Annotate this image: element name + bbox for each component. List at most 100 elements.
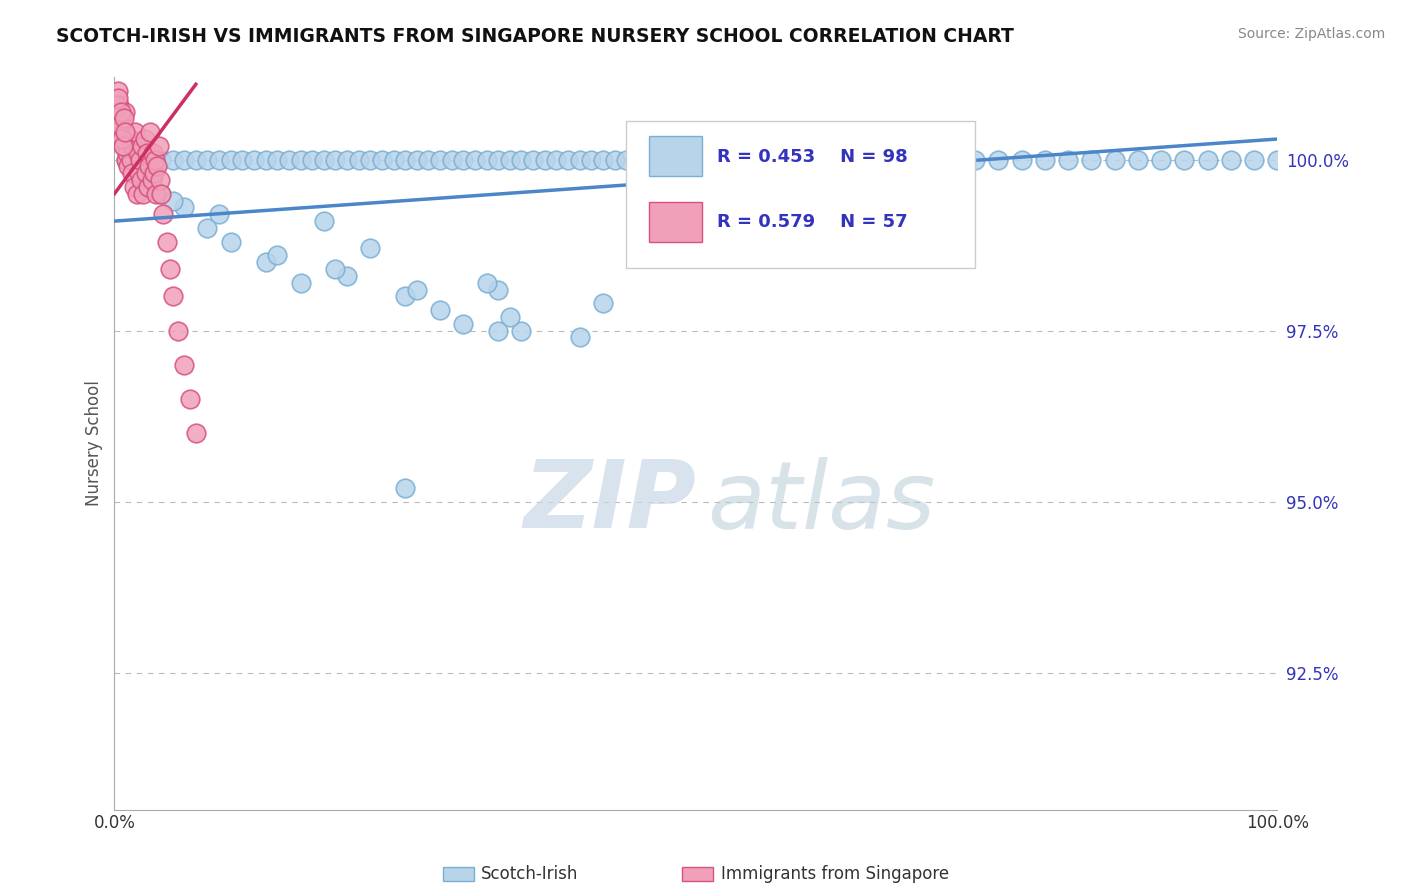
Y-axis label: Nursery School: Nursery School bbox=[86, 381, 103, 507]
Point bbox=[208, 207, 231, 221]
Point bbox=[359, 153, 381, 167]
Point bbox=[118, 132, 141, 146]
Text: R = 0.579    N = 57: R = 0.579 N = 57 bbox=[717, 213, 907, 231]
Point bbox=[453, 153, 475, 167]
Point bbox=[243, 153, 266, 167]
Point bbox=[108, 119, 131, 133]
Point bbox=[277, 153, 299, 167]
Point bbox=[1126, 153, 1149, 167]
Point bbox=[557, 153, 579, 167]
Point bbox=[136, 180, 159, 194]
Point bbox=[131, 139, 153, 153]
Point bbox=[475, 276, 498, 290]
Point bbox=[127, 153, 149, 167]
Point bbox=[533, 153, 555, 167]
Point bbox=[581, 153, 603, 167]
Point bbox=[114, 104, 136, 119]
Point bbox=[453, 317, 475, 331]
Point bbox=[159, 262, 181, 277]
Point bbox=[731, 153, 754, 167]
Point bbox=[111, 132, 134, 146]
Point bbox=[347, 153, 370, 167]
Point bbox=[129, 173, 152, 187]
Point bbox=[179, 392, 201, 406]
Point bbox=[1173, 153, 1195, 167]
Point bbox=[141, 173, 163, 187]
Point bbox=[266, 248, 288, 262]
Point bbox=[121, 166, 143, 180]
Point bbox=[1220, 153, 1243, 167]
Point bbox=[917, 153, 939, 167]
Point bbox=[122, 180, 145, 194]
Point bbox=[499, 310, 522, 324]
Point bbox=[627, 153, 650, 167]
Point bbox=[987, 153, 1010, 167]
Point bbox=[173, 358, 195, 372]
Point bbox=[661, 153, 683, 167]
Point bbox=[254, 255, 277, 269]
Point bbox=[105, 125, 128, 139]
Point bbox=[592, 296, 614, 310]
Point bbox=[290, 153, 312, 167]
Bar bbox=[650, 136, 702, 177]
Text: SCOTCH-IRISH VS IMMIGRANTS FROM SINGAPORE NURSERY SCHOOL CORRELATION CHART: SCOTCH-IRISH VS IMMIGRANTS FROM SINGAPOR… bbox=[56, 27, 1014, 45]
Point bbox=[312, 153, 335, 167]
Point bbox=[105, 112, 128, 126]
Point bbox=[152, 207, 174, 221]
Point bbox=[1104, 153, 1126, 167]
Point bbox=[111, 125, 134, 139]
Point bbox=[848, 153, 870, 167]
Point bbox=[122, 139, 145, 153]
Point bbox=[124, 125, 146, 139]
Point bbox=[115, 145, 138, 160]
Point bbox=[167, 324, 190, 338]
Text: Source: ZipAtlas.com: Source: ZipAtlas.com bbox=[1237, 27, 1385, 41]
Point bbox=[405, 153, 427, 167]
Point bbox=[115, 153, 138, 167]
Point bbox=[219, 235, 242, 249]
Point bbox=[142, 145, 165, 160]
Point bbox=[894, 153, 917, 167]
Point bbox=[325, 153, 347, 167]
Point bbox=[312, 214, 335, 228]
Point bbox=[142, 166, 165, 180]
Point bbox=[149, 186, 172, 201]
Point bbox=[499, 153, 522, 167]
Point bbox=[1197, 153, 1219, 167]
Point bbox=[673, 153, 696, 167]
Point bbox=[371, 153, 394, 167]
Point bbox=[418, 153, 440, 167]
Point bbox=[486, 324, 509, 338]
Point bbox=[173, 153, 195, 167]
Point bbox=[149, 186, 172, 201]
Point bbox=[231, 153, 253, 167]
Point bbox=[394, 153, 416, 167]
Text: R = 0.453    N = 98: R = 0.453 N = 98 bbox=[717, 147, 908, 166]
Point bbox=[162, 194, 184, 208]
Point bbox=[197, 221, 219, 235]
Point bbox=[117, 160, 139, 174]
Point bbox=[149, 173, 172, 187]
Point bbox=[108, 97, 131, 112]
Bar bbox=[650, 202, 702, 242]
Point bbox=[128, 166, 150, 180]
Point bbox=[801, 153, 824, 167]
Point bbox=[197, 153, 219, 167]
Point bbox=[301, 153, 323, 167]
Point bbox=[107, 84, 129, 98]
Point bbox=[148, 139, 170, 153]
Point bbox=[778, 153, 800, 167]
Point bbox=[486, 153, 509, 167]
Point bbox=[129, 153, 152, 167]
Point bbox=[110, 112, 132, 126]
Point bbox=[107, 91, 129, 105]
Point bbox=[510, 324, 533, 338]
Point bbox=[475, 153, 498, 167]
Point bbox=[568, 330, 591, 344]
Point bbox=[173, 201, 195, 215]
Point bbox=[1011, 153, 1033, 167]
Point bbox=[110, 132, 132, 146]
Point bbox=[136, 145, 159, 160]
Point bbox=[824, 153, 846, 167]
Point bbox=[266, 153, 288, 167]
